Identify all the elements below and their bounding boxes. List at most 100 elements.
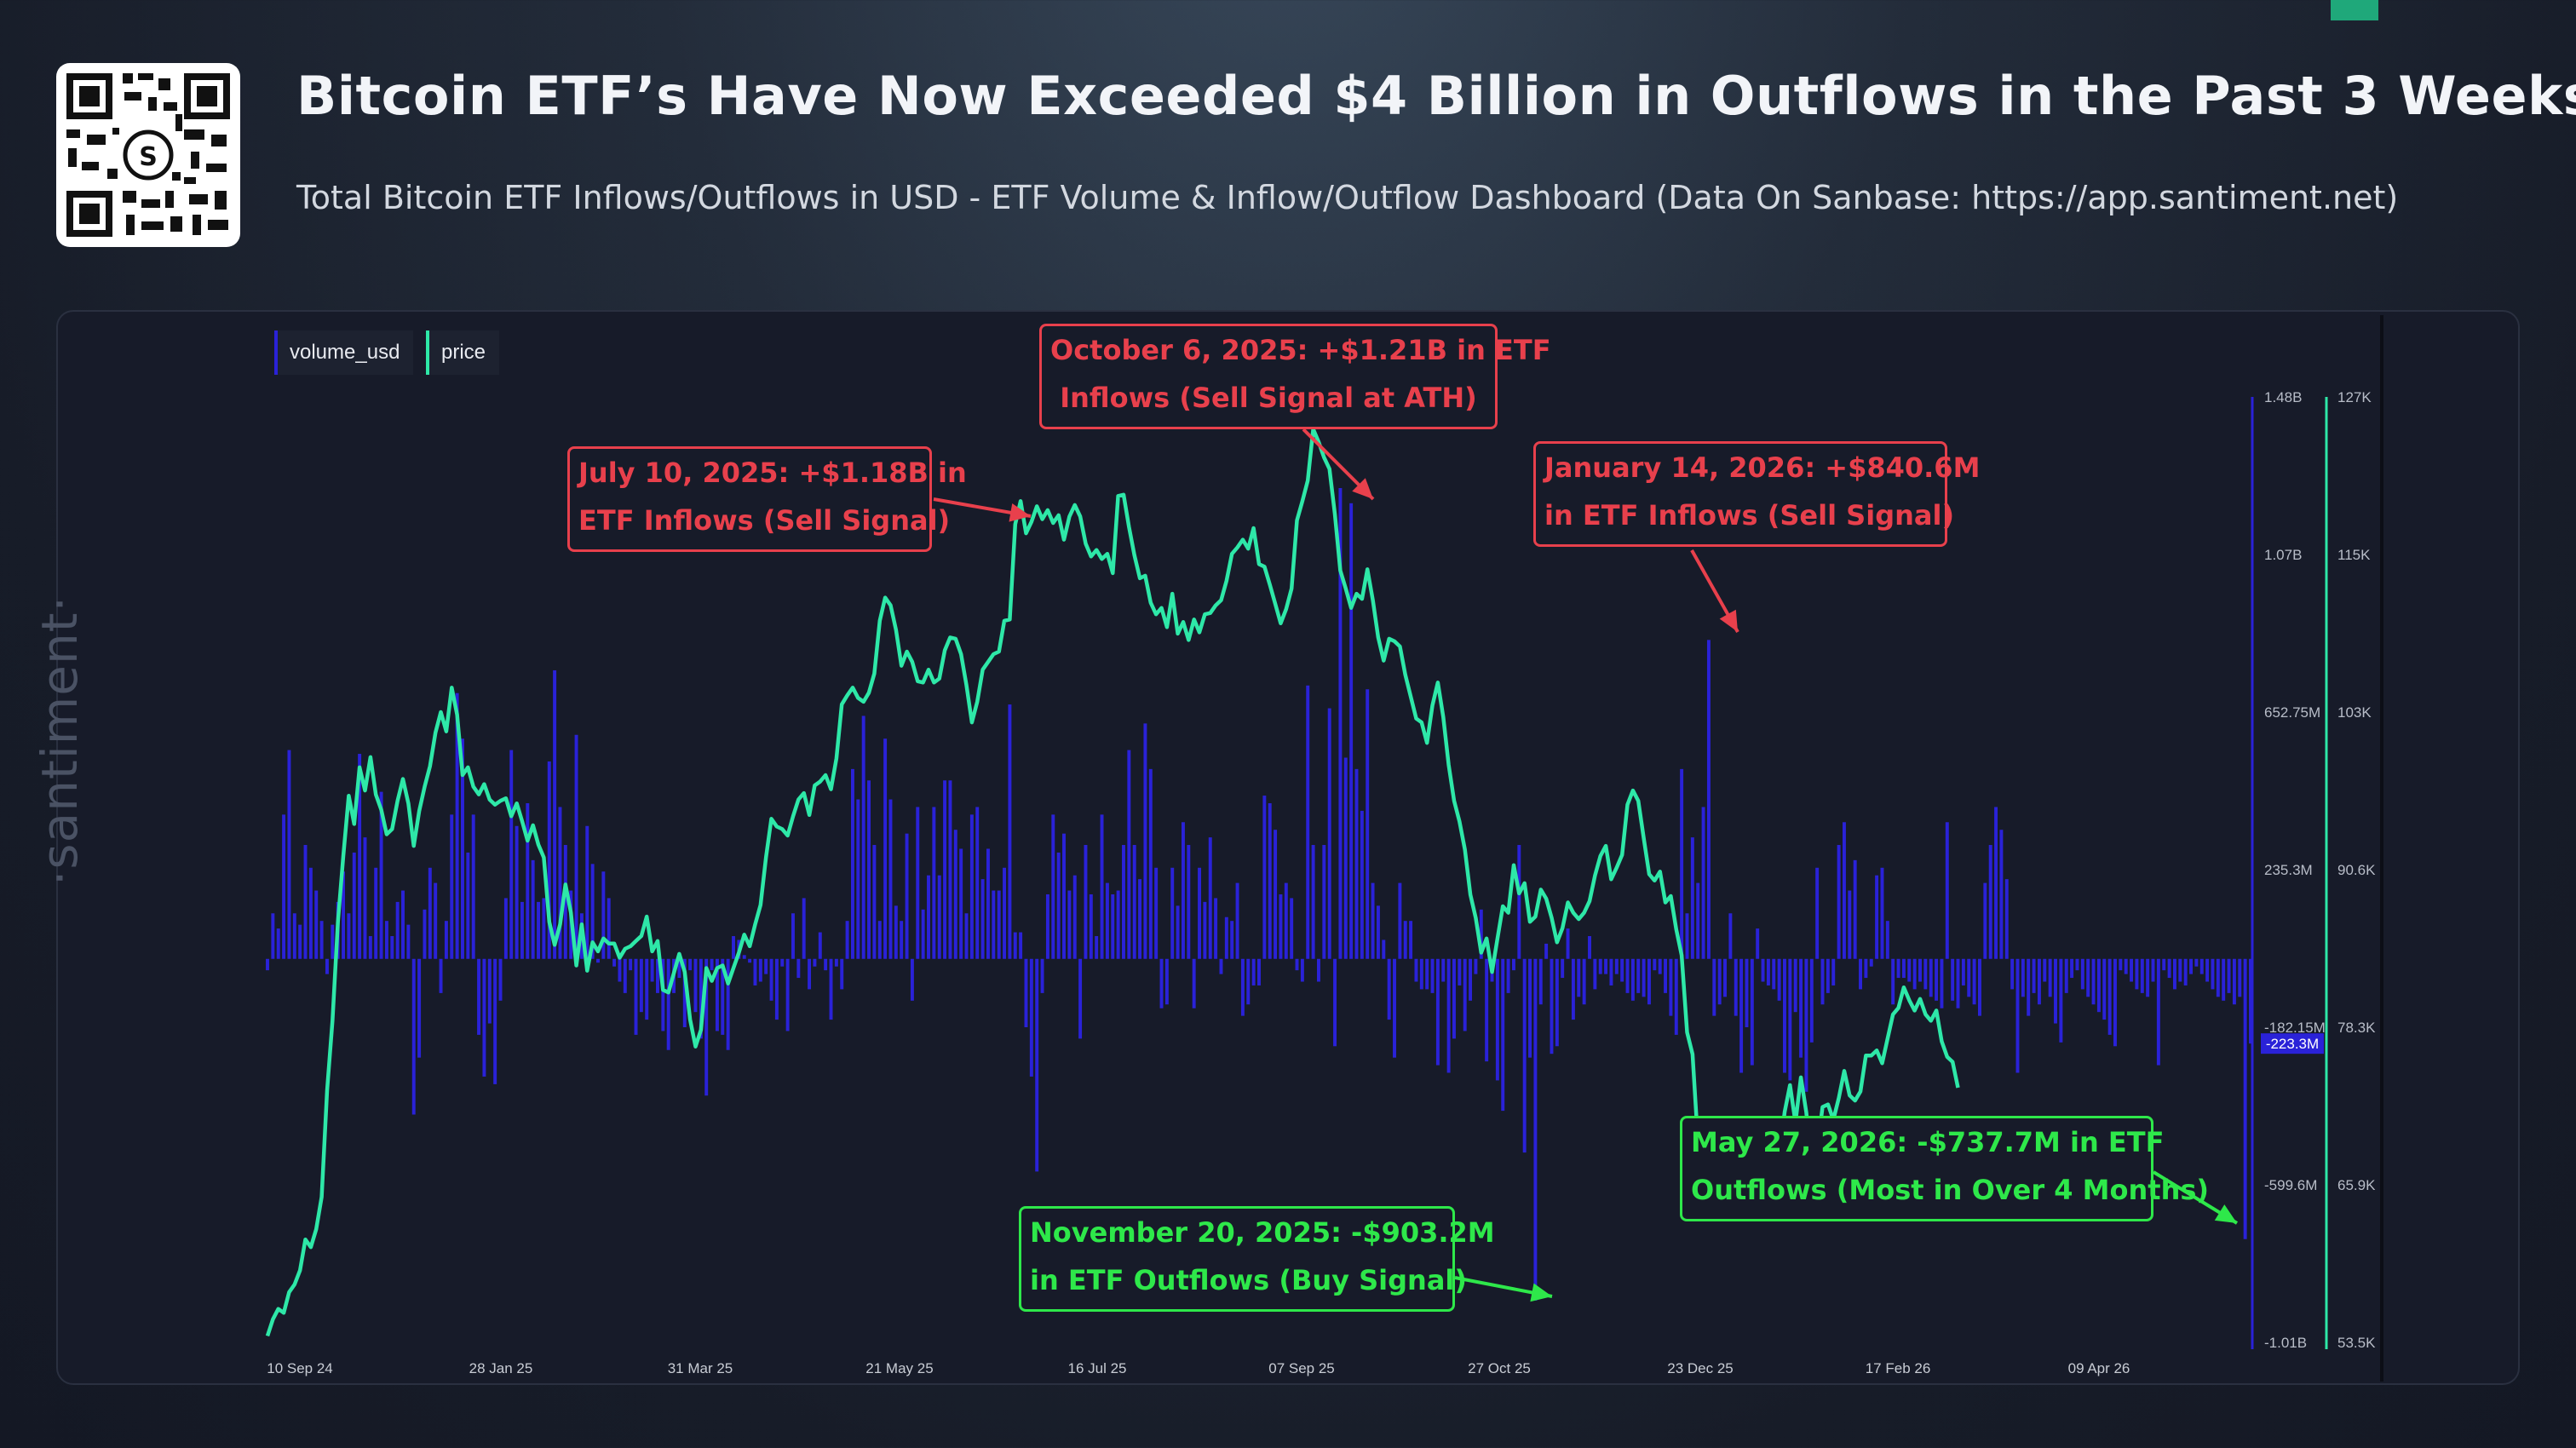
volume-bar [1268, 802, 1272, 959]
volume-bar [1544, 943, 1549, 959]
x-axis-tick-label: 21 May 25 [865, 1360, 933, 1376]
volume-bar [547, 761, 551, 959]
volume-bar [1891, 958, 1895, 1005]
volume-bar [1598, 958, 1602, 974]
volume-bar [1653, 958, 1657, 971]
annotation-text: May 27, 2026: -$737.7M in ETF [1691, 1126, 2165, 1158]
price-legend-swatch [426, 330, 429, 375]
volume-bar [1756, 928, 1760, 959]
volume-bar [1463, 958, 1467, 1031]
volume-bar [1625, 958, 1630, 993]
volume-bar [937, 875, 941, 959]
x-axis-tick-label: 09 Apr 26 [2068, 1360, 2130, 1376]
volume-bar [2070, 958, 2074, 979]
volume-bar [1588, 936, 1591, 959]
volume-bar [612, 958, 617, 967]
annotation-text: July 10, 2025: +$1.18B in [578, 457, 967, 489]
volume-bar [1338, 487, 1343, 959]
volume-bar [1875, 875, 1879, 959]
volume-bar [401, 890, 405, 959]
volume-bar [607, 898, 611, 959]
volume-bar [2021, 958, 2025, 997]
volume-bar [2027, 958, 2031, 1016]
volume-bar [1842, 822, 1846, 959]
volume-bar [1859, 958, 1862, 990]
volume-bar [1658, 958, 1662, 974]
volume-bar [298, 924, 302, 959]
x-axis-tick-label: 31 Mar 25 [668, 1360, 733, 1376]
volume-bar [1148, 768, 1153, 959]
annotation-arrow-nov-20-head [1530, 1283, 1552, 1302]
legend-item-volume[interactable]: volume_usd [274, 330, 414, 375]
volume-bar [466, 852, 470, 959]
qr-code[interactable]: S [56, 63, 240, 247]
volume-bar [1809, 958, 1814, 1043]
volume-bar [417, 958, 422, 1058]
volume-bar [1988, 845, 1992, 959]
volume-bar [1327, 708, 1331, 959]
volume-bar [1045, 894, 1049, 959]
volume-bar [1826, 958, 1830, 993]
volume-bar [503, 898, 508, 959]
volume-bar [688, 958, 693, 971]
volume-bar [1804, 958, 1808, 1092]
volume-bar [1376, 905, 1380, 959]
volume-bar [1929, 958, 1933, 997]
volume-bar [1664, 958, 1668, 993]
volume-axis-tick-label: -599.6M [2264, 1177, 2317, 1193]
volume-bar [813, 958, 817, 967]
volume-bar [1279, 894, 1283, 959]
volume-bar [948, 780, 952, 959]
volume-bar [780, 958, 785, 967]
volume-bar [1571, 958, 1575, 1020]
volume-bar [980, 879, 985, 959]
volume-bar [2227, 958, 2231, 993]
volume-bar [1354, 768, 1359, 959]
volume-bar [2037, 958, 2041, 1005]
annotation-jan-14-2026: January 14, 2026: +$840.6M in ETF Inflow… [1533, 441, 1980, 547]
volume-bar [1712, 958, 1716, 1016]
volume-bar [2048, 958, 2052, 997]
volume-bar [1078, 958, 1083, 1039]
legend-label-price: price [441, 341, 486, 364]
volume-bar [450, 814, 454, 959]
volume-bar [439, 958, 443, 993]
volume-bar [1907, 958, 1912, 982]
volume-bar [975, 807, 980, 959]
volume-bar [682, 958, 687, 1027]
volume-bar [959, 848, 963, 959]
annotation-arrow-jan-14-head [1719, 609, 1738, 632]
volume-bar [526, 802, 530, 959]
volume-bar [395, 901, 400, 959]
volume-bar [769, 958, 773, 1001]
volume-bar [1105, 882, 1109, 959]
page-subtitle: Total Bitcoin ETF Inflows/Outflows in US… [296, 179, 2399, 216]
volume-bar [1647, 958, 1651, 1005]
volume-bar [1636, 958, 1641, 993]
legend-item-price[interactable]: price [426, 330, 500, 375]
volume-bar [1550, 958, 1554, 1054]
volume-bar [1224, 916, 1228, 959]
volume-bar [1230, 921, 1234, 959]
volume-bar [802, 898, 806, 959]
volume-bar [1967, 958, 1971, 997]
volume-bar [596, 958, 600, 963]
volume-bar [482, 958, 486, 1077]
volume-bar [1582, 958, 1586, 1005]
volume-bar [1604, 958, 1608, 974]
x-axis-tick-label: 16 Jul 25 [1068, 1360, 1127, 1376]
volume-bar [1485, 958, 1489, 1062]
volume-bar [2146, 958, 2150, 997]
x-axis-tick-label: 28 Jan 25 [469, 1360, 533, 1376]
volume-bar [856, 799, 860, 959]
volume-bar [1783, 958, 1786, 1073]
volume-bar [1815, 867, 1820, 959]
annotation-text: Outflows (Most in Over 4 Months) [1691, 1174, 2210, 1206]
volume-bar [537, 901, 540, 959]
x-axis-tick-label: 27 Oct 25 [1468, 1360, 1531, 1376]
volume-axis-tick-label: 652.75M [2264, 704, 2320, 721]
volume-bar [715, 958, 719, 1031]
volume-bar [1214, 898, 1218, 959]
volume-bar [1111, 894, 1115, 959]
